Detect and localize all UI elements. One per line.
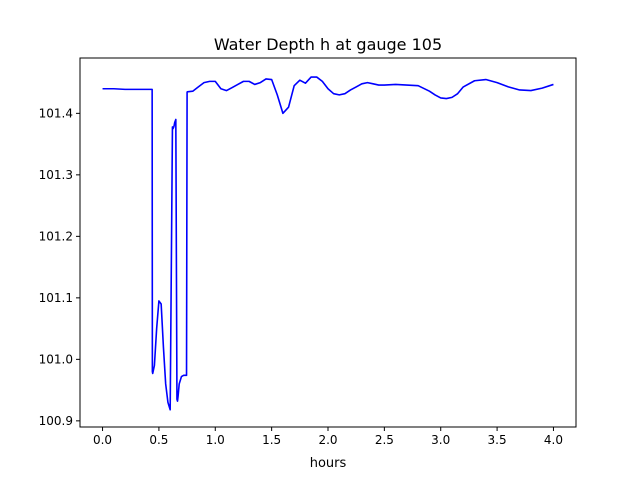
x-axis: 0.0 0.5 1.0 1.5 2.0 2.5 3.0 3.5 4.0 [93, 427, 563, 447]
y-tick-label: 101.1 [39, 291, 73, 305]
x-tick-label: 2.0 [318, 433, 337, 447]
y-axis: 100.9 101.0 101.1 101.2 101.3 101.4 [39, 106, 80, 428]
y-tick-label: 101.2 [39, 229, 73, 243]
water-depth-series-line [102, 76, 554, 411]
x-tick-label: 0.5 [149, 433, 168, 447]
y-tick-label: 101.3 [39, 168, 73, 182]
y-tick-label: 100.9 [39, 414, 73, 428]
x-axis-label: hours [310, 456, 347, 471]
x-tick-label: 1.0 [206, 433, 225, 447]
x-tick-label: 0.0 [93, 433, 112, 447]
x-tick-label: 2.5 [375, 433, 394, 447]
x-tick-label: 1.5 [262, 433, 281, 447]
y-tick-label: 101.4 [39, 106, 73, 120]
x-tick-label: 3.5 [488, 433, 507, 447]
y-tick-label: 101.0 [39, 352, 73, 366]
plot-frame [79, 57, 577, 428]
x-tick-label: 4.0 [544, 433, 563, 447]
x-tick-label: 3.0 [431, 433, 450, 447]
plot-layer [102, 76, 554, 411]
chart-title: Water Depth h at gauge 105 [214, 35, 442, 54]
